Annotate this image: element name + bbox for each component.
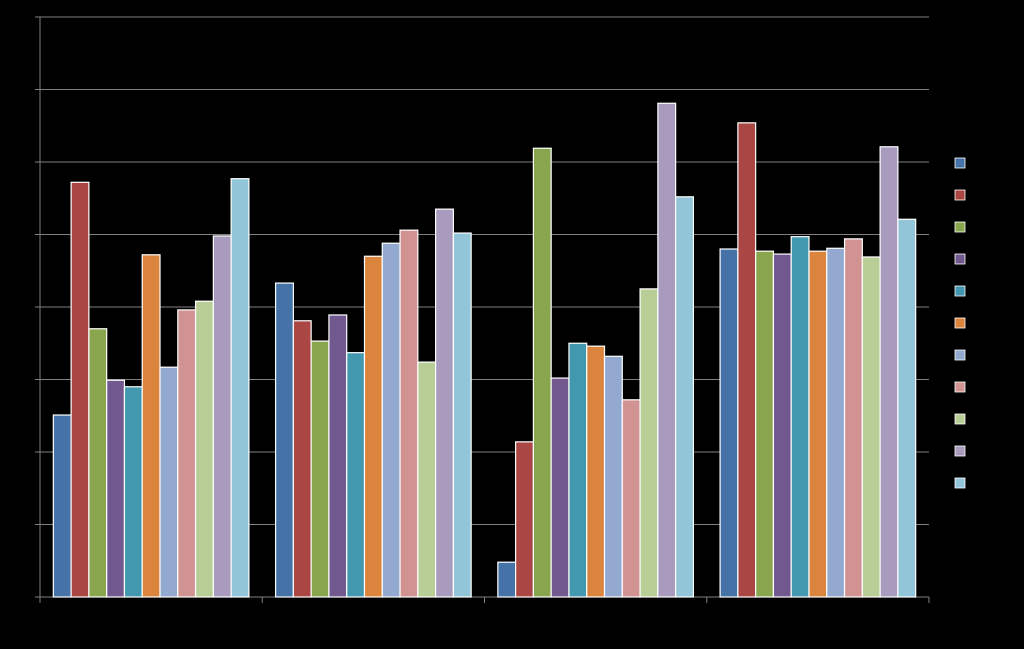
bar [826,247,846,598]
bar [417,361,437,598]
y-tick-label: 6 [25,154,32,168]
y-tick-label: 7 [25,82,32,96]
bar [106,379,126,598]
bar [675,196,695,598]
bar [230,178,250,598]
bar [70,181,90,598]
y-tick-label: 2 [25,444,32,458]
bar [194,300,214,598]
bar [568,342,588,598]
bar [399,229,419,598]
bar [328,314,348,598]
bar [532,147,552,598]
bar [603,355,623,598]
bar [159,366,179,598]
bar [123,386,143,598]
legend-swatch [954,381,966,393]
legend-swatch [954,477,966,489]
bar [515,441,534,598]
y-tick-label: 3 [25,372,32,386]
bar [879,146,899,598]
bar [808,250,828,598]
bar [381,242,401,598]
bar [435,208,454,598]
legend-swatch [954,413,966,425]
legend-swatch [954,157,966,169]
bar [657,102,677,598]
legend-swatch [954,189,966,201]
legend-swatch [954,253,966,265]
bar [452,232,472,598]
bar [621,399,641,598]
y-tick-label: 4 [25,299,32,313]
legend-swatch [954,317,966,329]
bar [843,238,863,598]
bar [719,248,739,598]
legend-swatch [954,221,966,233]
y-tick-label: 5 [25,227,32,241]
bar [52,414,72,598]
bar [177,309,197,598]
bar [790,236,810,598]
bar [550,377,570,598]
bar [897,218,917,598]
y-tick-label: 1 [25,517,32,531]
bar [310,340,330,598]
bar [861,256,881,598]
bar [497,561,517,598]
bar [292,320,312,598]
bar [274,282,294,598]
bar [141,254,161,598]
bar [346,352,366,598]
bar [88,328,108,598]
y-tick-label: 0 [25,589,32,603]
bar [363,255,383,598]
legend-swatch [954,445,966,457]
legend-swatch [954,349,966,361]
bar [586,345,606,598]
bar [212,235,232,598]
bar [639,288,659,598]
bar [772,253,792,598]
bar [755,250,775,598]
bar [737,122,757,598]
legend-swatch [954,285,966,297]
y-tick-label: 8 [25,9,32,23]
